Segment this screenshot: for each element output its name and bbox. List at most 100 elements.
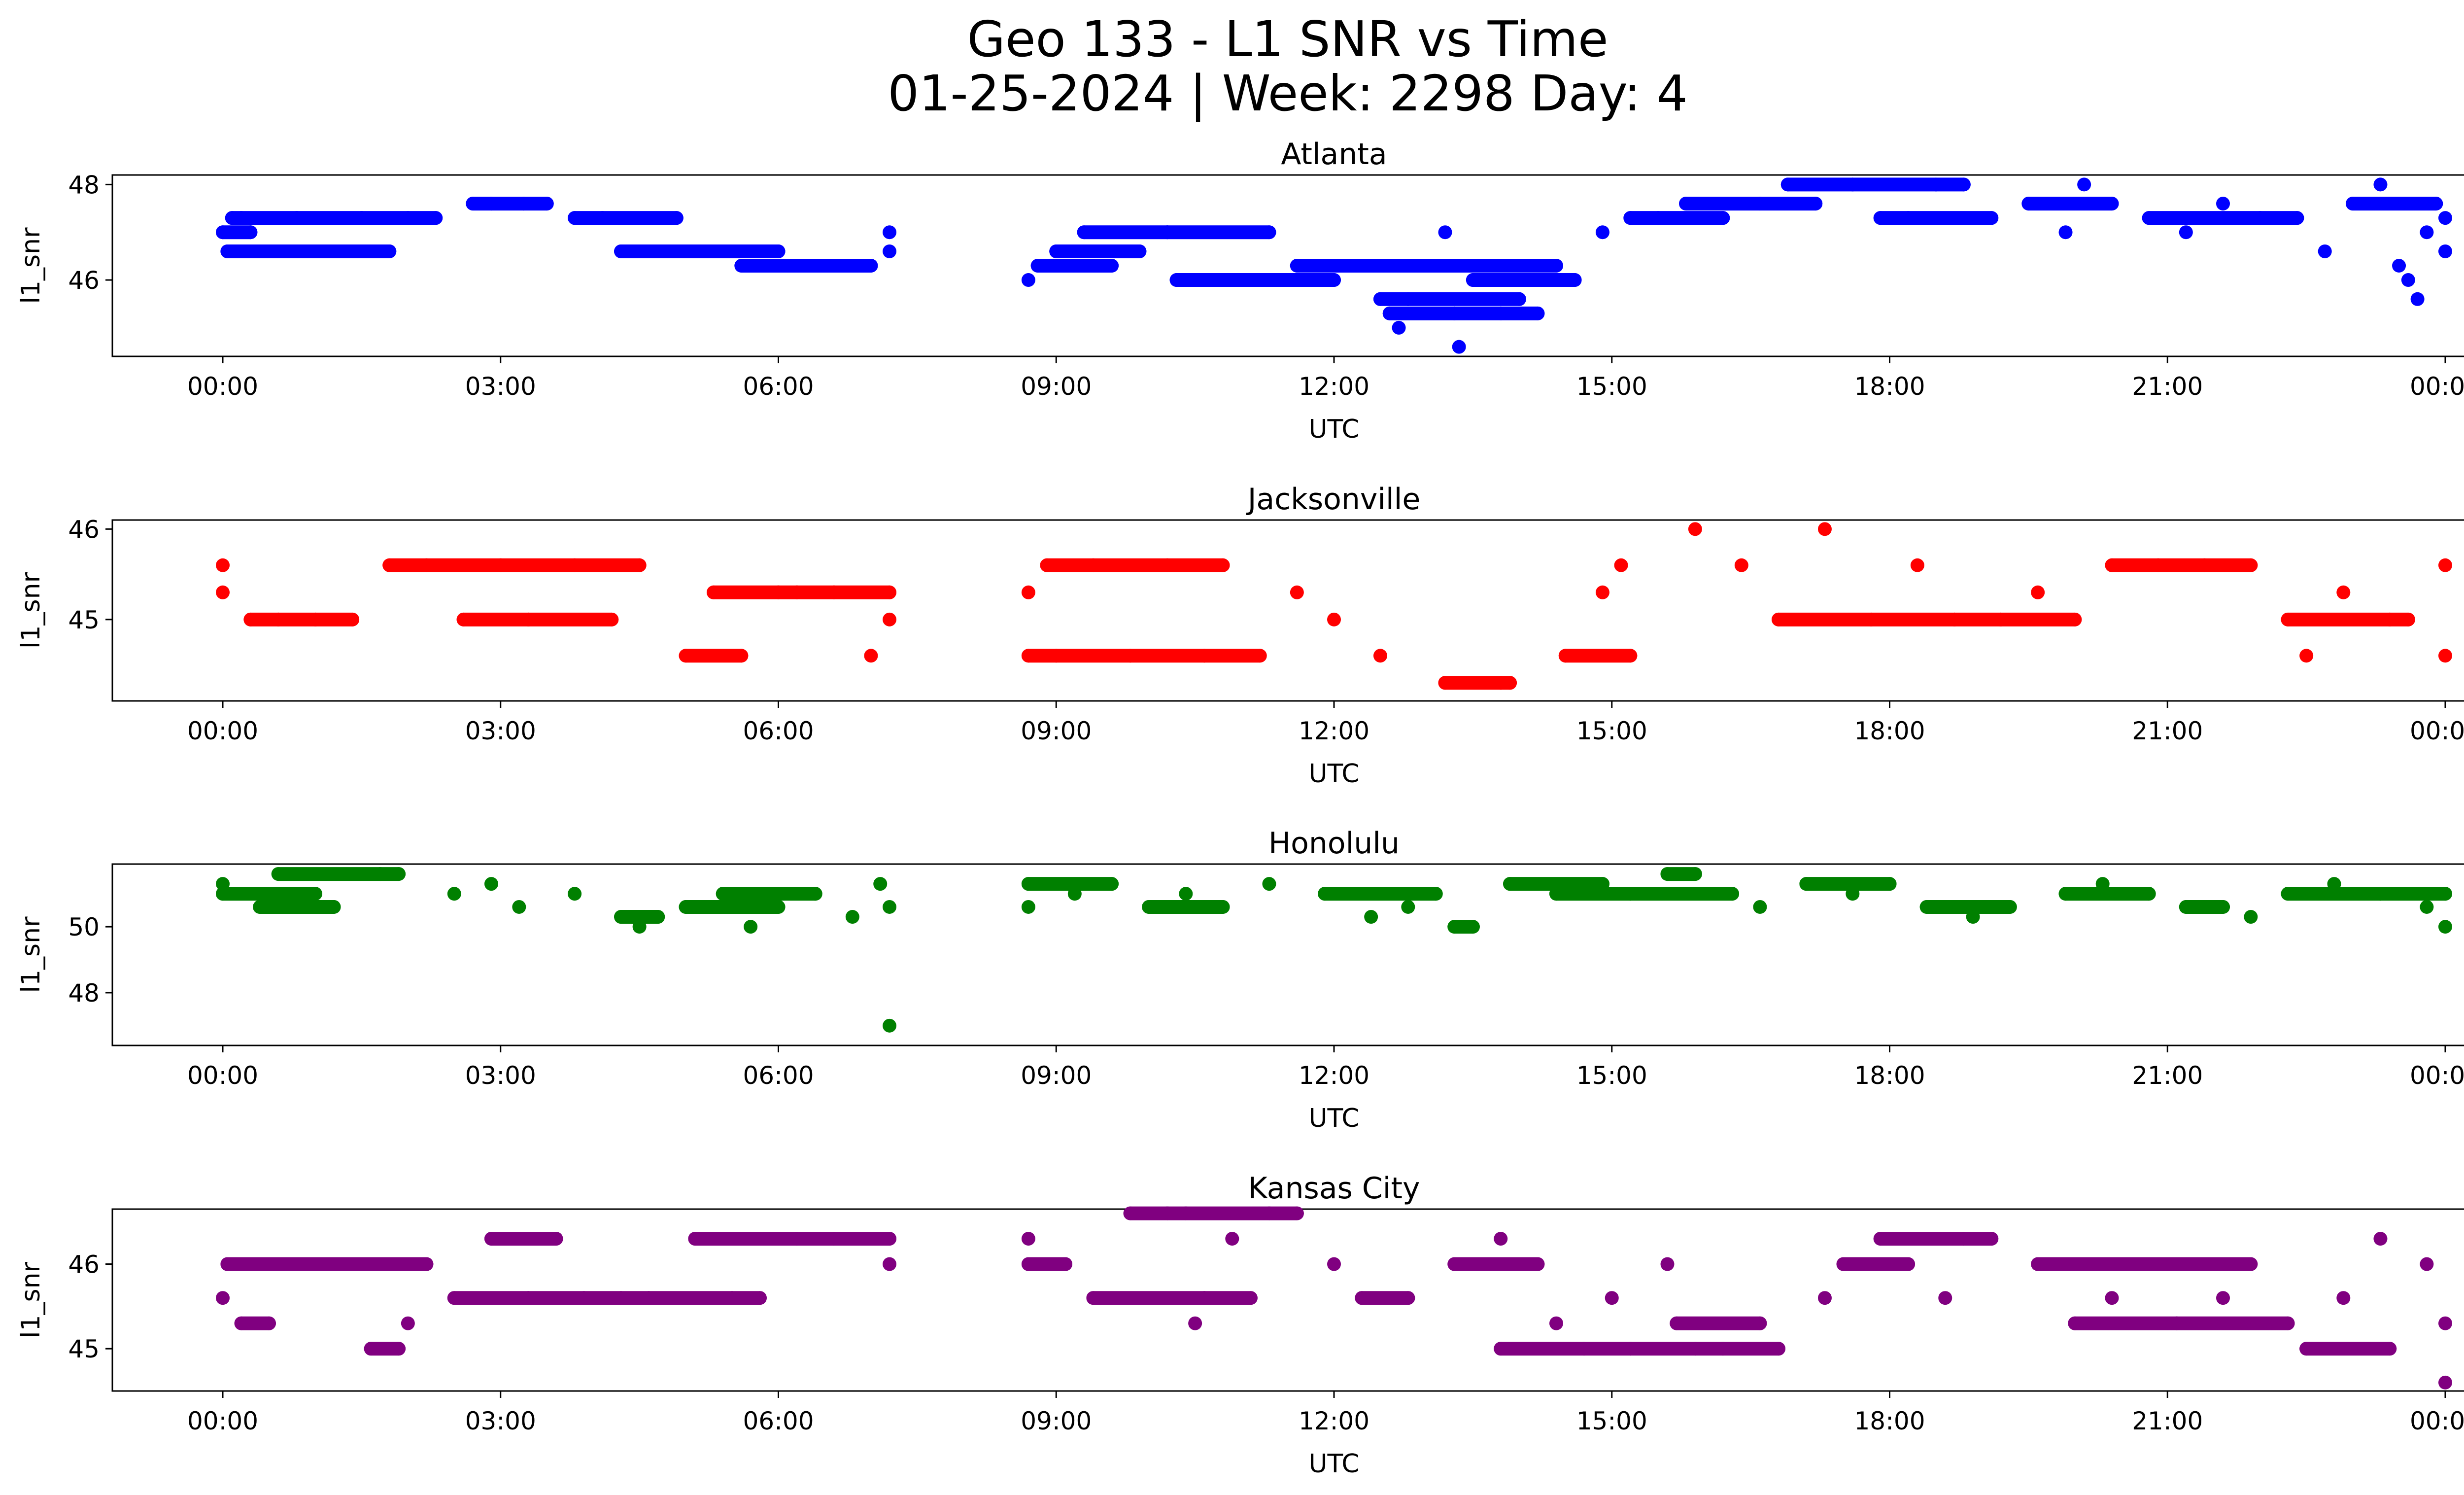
x-tick-label: 15:00 xyxy=(1576,372,1647,401)
x-tick-label: 18:00 xyxy=(1854,1061,1925,1090)
x-tick-label: 00:00 xyxy=(187,1061,258,1090)
y-axis-label: l1_snr xyxy=(16,227,46,304)
data-point xyxy=(1290,585,1304,599)
data-point xyxy=(2216,1291,2230,1305)
panel-title: Atlanta xyxy=(1281,137,1387,172)
data-point xyxy=(2318,244,2332,258)
data-point xyxy=(1452,340,1466,354)
data-point xyxy=(2373,1232,2388,1246)
data-points xyxy=(216,177,2452,354)
data-point xyxy=(1753,900,1767,914)
x-tick-label: 21:00 xyxy=(2132,372,2203,401)
data-point xyxy=(2401,273,2415,287)
data-point xyxy=(216,1291,230,1305)
y-tick-label: 46 xyxy=(68,266,100,295)
data-point xyxy=(883,244,896,258)
data-point xyxy=(1614,558,1628,572)
data-point xyxy=(2392,259,2406,273)
data-point xyxy=(1595,585,1609,599)
data-point xyxy=(2438,211,2452,225)
x-tick-label: 06:00 xyxy=(743,1407,814,1435)
data-point xyxy=(2105,1291,2119,1305)
data-point xyxy=(1494,1232,1508,1246)
data-point xyxy=(1188,1316,1202,1330)
x-axis-label: UTC xyxy=(1308,415,1359,444)
y-axis-label: l1_snr xyxy=(16,572,46,649)
chart-panel-1: Jacksonville l1_snr UTC 00:00 03:00 06:00 09:0… xyxy=(16,482,2464,789)
data-point xyxy=(1910,558,1924,572)
panel-title: Kansas City xyxy=(1248,1171,1420,1206)
data-point xyxy=(864,649,878,663)
y-tick-label: 48 xyxy=(68,979,100,1008)
x-tick-label: 21:00 xyxy=(2132,717,2203,745)
data-point xyxy=(2179,225,2193,240)
data-point xyxy=(2077,177,2091,192)
data-point xyxy=(2420,1257,2434,1271)
data-point xyxy=(2438,244,2452,258)
x-tick-label: 09:00 xyxy=(1021,717,1092,745)
x-tick-label: 15:00 xyxy=(1576,717,1647,745)
x-axis-label: UTC xyxy=(1308,1449,1359,1479)
chart-panel-0: Atlanta l1_snr UTC 00:00 03:00 06:00 09:00 12:0… xyxy=(16,137,2464,444)
x-tick-label: 18:00 xyxy=(1854,1407,1925,1435)
x-tick-label: 06:00 xyxy=(743,717,814,745)
data-point xyxy=(1595,225,1609,240)
data-point xyxy=(2244,910,2258,924)
data-point xyxy=(883,1018,896,1033)
data-point xyxy=(845,910,859,924)
x-tick-label: 09:00 xyxy=(1021,1407,1092,1435)
data-point xyxy=(1262,877,1276,891)
y-tick-label: 48 xyxy=(68,171,100,199)
x-tick-label: 00:00 xyxy=(2410,1061,2464,1090)
x-tick-label: 09:00 xyxy=(1021,1061,1092,1090)
data-point xyxy=(1688,522,1702,536)
data-point xyxy=(1179,887,1193,901)
data-point xyxy=(216,558,230,572)
data-point xyxy=(1021,900,1035,914)
data-point xyxy=(1734,558,1748,572)
figure-title-line1: Geo 133 - L1 SNR vs Time xyxy=(967,10,1608,68)
x-tick-label: 18:00 xyxy=(1854,717,1925,745)
data-point xyxy=(568,887,582,901)
data-point xyxy=(2373,177,2388,192)
y-axis-label: l1_snr xyxy=(16,916,46,993)
x-tick-label: 06:00 xyxy=(743,372,814,401)
plot-frame xyxy=(111,519,2464,702)
x-tick-label: 12:00 xyxy=(1299,372,1369,401)
data-point xyxy=(2410,292,2425,306)
data-point xyxy=(1392,320,1406,335)
y-tick-label: 50 xyxy=(68,913,100,941)
data-point xyxy=(1438,225,1452,240)
data-point xyxy=(883,225,896,240)
y-tick-label: 45 xyxy=(68,1335,100,1363)
x-tick-label: 00:00 xyxy=(2410,717,2464,745)
data-point xyxy=(1817,1291,1832,1305)
data-point xyxy=(2031,585,2045,599)
x-tick-label: 21:00 xyxy=(2132,1061,2203,1090)
data-point xyxy=(1364,910,1378,924)
chart-panel-3: Kansas City l1_snr UTC 00:00 03:00 06:00 09:00… xyxy=(16,1171,2464,1479)
panel-title: Jacksonville xyxy=(1246,482,1421,517)
data-points xyxy=(216,1206,2452,1390)
data-point xyxy=(447,887,461,901)
data-point xyxy=(1549,1316,1563,1330)
data-point xyxy=(1938,1291,1952,1305)
chart-panel-2: Honolulu l1_snr UTC 00:00 03:00 06:00 09:00 12:… xyxy=(16,826,2464,1133)
x-tick-label: 00:00 xyxy=(187,1407,258,1435)
x-tick-label: 03:00 xyxy=(465,372,536,401)
x-tick-label: 03:00 xyxy=(465,1061,536,1090)
data-point xyxy=(1327,612,1341,626)
y-tick-label: 46 xyxy=(68,515,100,544)
data-point xyxy=(1373,649,1387,663)
x-tick-label: 15:00 xyxy=(1576,1061,1647,1090)
data-points xyxy=(216,867,2452,1033)
x-tick-label: 06:00 xyxy=(743,1061,814,1090)
panel-title: Honolulu xyxy=(1268,826,1400,861)
data-point xyxy=(883,1257,896,1271)
x-tick-label: 09:00 xyxy=(1021,372,1092,401)
data-point xyxy=(2438,1375,2452,1390)
data-point xyxy=(2420,225,2434,240)
x-tick-label: 12:00 xyxy=(1299,717,1369,745)
x-axis-label: UTC xyxy=(1308,1104,1359,1133)
